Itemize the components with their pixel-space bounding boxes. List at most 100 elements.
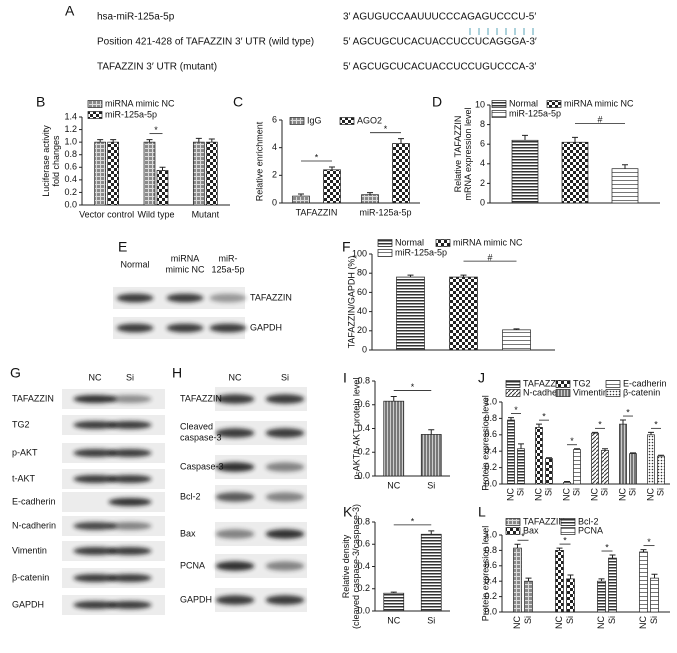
lane-label: miR-125a-5p: [211, 254, 244, 275]
error-bar: [598, 578, 605, 582]
significance-mark: *: [154, 125, 158, 135]
legend-swatch: [87, 100, 103, 108]
legend-label: β-catenin: [623, 387, 660, 397]
blot-band: [215, 428, 255, 438]
significance-mark: *: [411, 382, 415, 392]
legend-swatch: [505, 380, 521, 388]
error-bar: [640, 549, 647, 552]
blot-band: [265, 561, 305, 571]
protein-label: TAFAZZIN: [250, 292, 292, 302]
x-tick-label: NC: [617, 488, 627, 501]
y-tick-label: 1.0: [484, 396, 497, 406]
y-tick-label: 4: [272, 142, 277, 152]
y-tick-label: 0.6: [484, 560, 497, 570]
bar: [647, 434, 655, 485]
bar: [107, 141, 120, 206]
error-bar: [367, 192, 373, 195]
y-tick-label: 1.2: [64, 124, 77, 134]
error-bar: [574, 448, 580, 450]
bar: [657, 455, 665, 485]
legend-swatch: [546, 100, 562, 108]
error-bar: [567, 574, 574, 579]
bar: [629, 453, 637, 485]
y-axis-label-line: mRNA expression level: [463, 107, 473, 200]
error-bar: [648, 431, 654, 435]
significance-mark: *: [598, 420, 602, 430]
protein-label: Vimentin: [12, 545, 47, 555]
y-axis-label: Protein expression level: [480, 395, 490, 491]
bar: [292, 195, 310, 204]
protein-label-line: Cleaved: [180, 422, 213, 432]
bar: [639, 551, 648, 613]
bar: [545, 458, 553, 485]
sequence-name: TAFAZZIN 3′ UTR (mutant): [97, 62, 217, 73]
x-tick-label: NC: [387, 480, 400, 490]
protein-label: p-AKT: [12, 447, 38, 457]
blot-band: [209, 323, 247, 333]
significance-mark: *: [542, 412, 546, 422]
blot-band: [215, 561, 255, 571]
protein-label: β-catenin: [12, 572, 49, 582]
protein-label: Bax: [180, 528, 196, 538]
bar: [591, 432, 599, 485]
sequence: 5′ AGCUGCUCACUACCUCCUCAGGGA-3′: [343, 37, 537, 48]
blot-band: [116, 293, 154, 303]
protein-label: TAFAZZIN: [180, 393, 222, 403]
lane-label: Normal: [120, 259, 149, 269]
y-tick-label: 6: [272, 114, 277, 124]
error-bar: [592, 431, 598, 434]
legend-label: IgG: [307, 115, 322, 125]
error-bar: [110, 139, 117, 143]
y-tick-label: 0.0: [64, 199, 77, 209]
blot-band: [73, 574, 117, 582]
blot-band: [108, 522, 152, 530]
blot-band: [73, 601, 117, 609]
error-bar: [620, 419, 626, 425]
y-tick-label: 0.6: [357, 399, 370, 409]
blot-band: [108, 574, 152, 582]
sequence: 5′ AGCUGCUCACUACCUCCUGUCCCA-3′: [343, 62, 536, 73]
blot-band: [215, 462, 255, 472]
error-bar: [525, 577, 532, 582]
legend-label: miRNA mimic NC: [564, 98, 634, 108]
y-tick-label: 0.4: [357, 423, 370, 433]
x-tick-label: Si: [607, 616, 617, 624]
x-tick-label: NC: [554, 616, 564, 629]
bar: [597, 580, 606, 613]
y-axis-label: Protein expression level: [480, 526, 490, 622]
blot-band: [215, 595, 255, 605]
blot-band: [108, 475, 152, 483]
error-bar: [658, 454, 664, 457]
bar: [396, 276, 425, 351]
panel-letter: D: [432, 94, 442, 110]
legend-swatch: [505, 389, 521, 397]
y-tick-label: 0.0: [357, 470, 370, 480]
protein-label: Cleaved caspase-3: [180, 422, 222, 443]
bar: [573, 449, 581, 485]
x-tick-label: Si: [627, 488, 637, 496]
x-tick-label: NC: [505, 488, 515, 501]
protein-label: GAPDH: [250, 322, 282, 332]
x-tick-label: NC: [645, 488, 655, 501]
y-tick-label: 10: [475, 99, 485, 109]
bar: [517, 448, 525, 485]
y-tick-label: 0.8: [64, 149, 77, 159]
sequence: 3′ AGUGUCCAAUUUCCCAGAGUCCCU-5′: [343, 12, 536, 23]
legend-label: Normal: [395, 237, 424, 247]
legend-label: TG2: [573, 378, 591, 388]
legend-label: Vimentin: [573, 387, 608, 397]
lane-label-line: miR-: [219, 254, 238, 264]
x-tick-label: TAFAZZIN: [296, 207, 338, 217]
blot-band: [73, 395, 117, 403]
blot-band: [108, 395, 152, 403]
bar: [563, 482, 571, 485]
lane-label-line: miRNA: [171, 254, 200, 264]
blot-band: [215, 394, 255, 404]
blot-band: [108, 498, 152, 506]
bar: [601, 450, 609, 485]
x-tick-label: Vector control: [79, 209, 134, 219]
significance-mark: *: [647, 537, 651, 547]
panel-letter: E: [118, 239, 127, 255]
legend-label: miR-125a-5p: [395, 247, 447, 257]
panel-letter: K: [343, 504, 353, 520]
